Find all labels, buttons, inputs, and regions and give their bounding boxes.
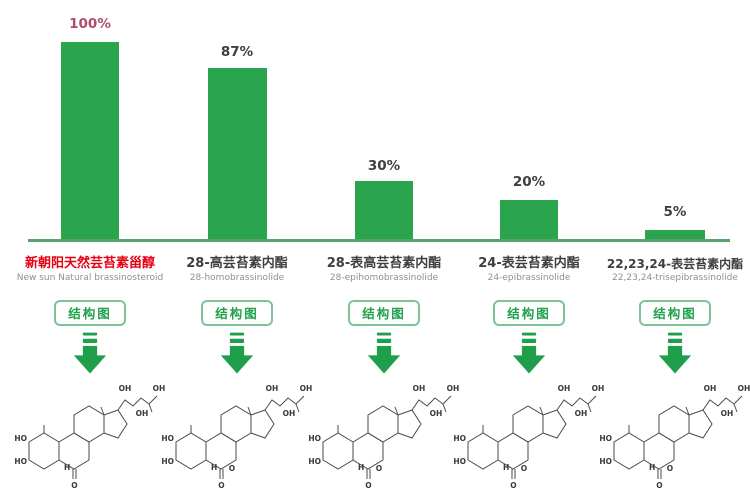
column-28-homobrassinolide: 28-高芸苔素内酯 28-homobrassinolide 结构图 O O HO…	[161, 256, 312, 490]
atom-label-oh: OH	[558, 384, 571, 393]
atom-label-ho: HO	[162, 434, 174, 443]
compound-name-en: 28-homobrassinolide	[189, 273, 285, 283]
compound-name-zh: 28-表高芸苔素内酯	[326, 256, 442, 271]
atom-label-ho: HO	[600, 457, 612, 466]
column-28-epihomobrassinolide: 28-表高芸苔素内酯 28-epihomobrassinolide 结构图 O …	[308, 256, 459, 490]
chemical-structure: O O HO HO H OH OH OH	[453, 378, 604, 490]
atom-label-ring-o: O	[376, 464, 382, 473]
atom-label-h: H	[649, 463, 655, 472]
atom-label-h: H	[358, 463, 364, 472]
column-new-sun-brassinosteroid: 新朝阳天然芸苔素甾醇 New sun Natural brassinostero…	[14, 256, 165, 490]
bar-column-5	[645, 230, 705, 240]
compound-name-en: 28-epihomobrassinolide	[329, 273, 439, 283]
atom-label-carbonyl-o: O	[218, 481, 224, 490]
atom-label-oh: OH	[447, 384, 459, 393]
structure-diagram-button[interactable]: 结构图	[639, 300, 711, 326]
chemical-structure: O O HO HO H OH OH OH	[161, 378, 312, 490]
atom-label-ho: HO	[454, 434, 466, 443]
atom-label-oh: OH	[283, 409, 296, 418]
compound-name-zh: 新朝阳天然芸苔素甾醇	[24, 256, 155, 271]
compound-name-en: 24-epibrassinolide	[487, 273, 571, 283]
atom-label-h: H	[64, 463, 70, 472]
atom-label-ho: HO	[162, 457, 174, 466]
chemical-structure: O O HO HO H OH OH OH	[308, 378, 459, 490]
bar-column-2	[208, 68, 267, 240]
atom-label-oh: OH	[575, 409, 588, 418]
atom-label-ho: HO	[15, 457, 27, 466]
compound-name-en: New sun Natural brassinosteroid	[16, 273, 164, 283]
atom-label-ring-o: O	[229, 464, 235, 473]
atom-label-ho: HO	[600, 434, 612, 443]
compound-name-zh: 24-表芸苔素内酯	[478, 256, 580, 271]
column-trisepibrassinolide: 22,23,24-表芸苔素内酯 22,23,24-trisepibrassino…	[599, 256, 750, 490]
bar-value-label: 30%	[367, 158, 401, 174]
atom-label-carbonyl-o: O	[365, 481, 371, 490]
chemical-structure: O O HO HO H OH OH OH	[14, 378, 165, 490]
atom-label-oh: OH	[266, 384, 279, 393]
atom-label-h: H	[503, 463, 509, 472]
chemical-structure: O O HO HO H OH OH OH	[599, 378, 750, 490]
atom-label-oh: OH	[119, 384, 132, 393]
atom-label-oh: OH	[430, 409, 443, 418]
atom-label-ho: HO	[309, 434, 321, 443]
bar-value-label: 20%	[512, 174, 546, 190]
atom-label-ring-o: O	[521, 464, 527, 473]
compound-name-en: 22,23,24-trisepibrassinolide	[612, 273, 738, 283]
down-arrow-icon	[658, 332, 692, 374]
atom-label-h: H	[211, 463, 217, 472]
atom-label-carbonyl-o: O	[656, 481, 662, 490]
atom-label-oh: OH	[153, 384, 165, 393]
atom-label-oh: OH	[592, 384, 604, 393]
atom-label-ho: HO	[15, 434, 27, 443]
atom-label-oh: OH	[300, 384, 312, 393]
structure-diagram-button[interactable]: 结构图	[348, 300, 420, 326]
atom-label-ho: HO	[309, 457, 321, 466]
bar-column-1	[61, 42, 119, 240]
structure-diagram-button[interactable]: 结构图	[201, 300, 273, 326]
x-axis-line	[28, 239, 730, 242]
atom-label-carbonyl-o: O	[510, 481, 516, 490]
bar-value-label: 5%	[663, 204, 687, 220]
atom-label-oh: OH	[738, 384, 750, 393]
down-arrow-icon	[367, 332, 401, 374]
compound-name-zh: 22,23,24-表芸苔素内酯	[606, 257, 744, 271]
bar-column-3	[355, 181, 413, 240]
bar-value-label: 100%	[69, 16, 111, 32]
structure-diagram-button[interactable]: 结构图	[493, 300, 565, 326]
atom-label-oh: OH	[136, 409, 149, 418]
column-24-epibrassinolide: 24-表芸苔素内酯 24-epibrassinolide 结构图 O O HO …	[453, 256, 604, 490]
atom-label-oh: OH	[721, 409, 734, 418]
atom-label-carbonyl-o: O	[71, 481, 77, 490]
down-arrow-icon	[220, 332, 254, 374]
down-arrow-icon	[73, 332, 107, 374]
compound-name-zh: 28-高芸苔素内酯	[186, 256, 288, 271]
atom-label-ring-o: O	[667, 464, 673, 473]
atom-label-oh: OH	[704, 384, 717, 393]
structure-diagram-button[interactable]: 结构图	[54, 300, 126, 326]
atom-label-ho: HO	[454, 457, 466, 466]
bar-value-label: 87%	[220, 44, 254, 60]
bar-column-4	[500, 200, 558, 240]
atom-label-oh: OH	[413, 384, 426, 393]
down-arrow-icon	[512, 332, 546, 374]
